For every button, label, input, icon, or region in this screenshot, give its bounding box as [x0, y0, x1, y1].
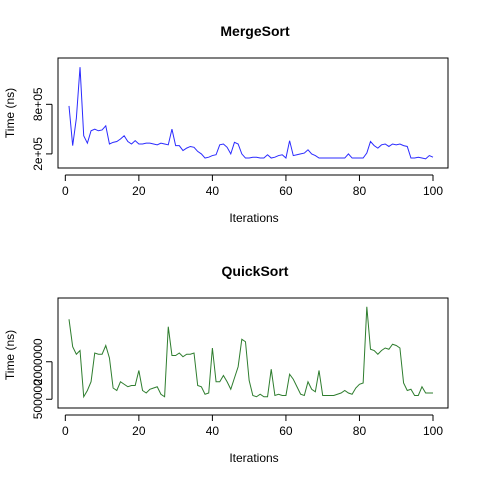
quicksort-series-line — [69, 307, 433, 397]
quicksort-title: QuickSort — [222, 263, 289, 279]
mergesort-x-tick-label: 100 — [423, 184, 443, 198]
mergesort-x-tick-label: 0 — [62, 184, 69, 198]
mergesort-x-tick-label: 60 — [279, 184, 293, 198]
quicksort-x-tick-label: 80 — [353, 424, 367, 438]
quicksort-x-tick-label: 40 — [206, 424, 220, 438]
mergesort-y-axis: 2e+05 8e+05 — [31, 87, 52, 171]
mergesort-title: MergeSort — [220, 23, 290, 39]
mergesort-x-tick-label: 40 — [206, 184, 220, 198]
quicksort-x-axis: 0 20 40 60 80 100 — [62, 415, 443, 438]
quicksort-x-label: Iterations — [229, 451, 278, 465]
mergesort-y-label: Time (ns) — [3, 88, 17, 138]
quicksort-x-tick-label: 0 — [62, 424, 69, 438]
quicksort-x-tick-label: 60 — [279, 424, 293, 438]
mergesort-x-label: Iterations — [229, 211, 278, 225]
quicksort-x-tick-label: 20 — [132, 424, 146, 438]
mergesort-x-axis: 0 20 40 60 80 100 — [62, 175, 443, 198]
mergesort-panel: MergeSort 0 20 40 60 80 100 2e+05 8e+05 Iterat… — [3, 23, 448, 225]
mergesort-y-tick-label: 8e+05 — [31, 87, 45, 121]
quicksort-x-tick-label: 100 — [423, 424, 443, 438]
quicksort-y-label: Time (ns) — [3, 330, 17, 380]
mergesort-plot-frame — [58, 58, 448, 168]
mergesort-series-line — [69, 67, 433, 159]
mergesort-x-tick-label: 20 — [132, 184, 146, 198]
quicksort-y-tick-label: 2000000 — [31, 338, 45, 385]
mergesort-x-tick-label: 80 — [353, 184, 367, 198]
quicksort-plot-frame — [58, 298, 448, 408]
mergesort-y-tick-label: 2e+05 — [31, 137, 45, 171]
